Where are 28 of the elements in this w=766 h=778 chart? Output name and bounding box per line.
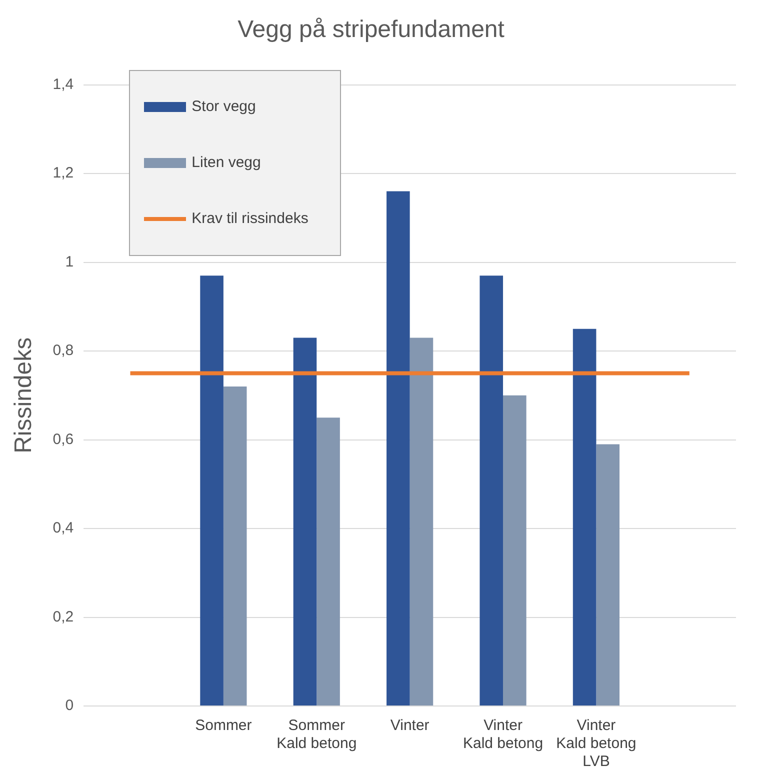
y-tick-label: 1 xyxy=(65,253,74,270)
bar xyxy=(223,386,247,706)
y-tick-label: 1,4 xyxy=(52,76,74,93)
y-tick-label: 0,4 xyxy=(52,520,74,537)
x-tick-label: Vinter xyxy=(390,717,430,734)
bar xyxy=(316,418,340,706)
bar xyxy=(572,328,596,706)
x-tick-label: Sommer xyxy=(195,717,252,734)
y-tick-label: 0,2 xyxy=(52,608,74,626)
legend-label: Liten vegg xyxy=(192,154,261,172)
legend-label: Krav til rissindeks xyxy=(192,210,308,228)
y-tick-label: 0 xyxy=(65,697,74,714)
bar xyxy=(293,338,317,706)
bar xyxy=(410,338,434,706)
x-tick-label: Vinter Kald betong xyxy=(462,717,544,752)
y-tick-label: 1,2 xyxy=(52,164,74,182)
bar xyxy=(480,276,504,706)
y-axis-title: Rissindeks xyxy=(10,337,38,454)
x-tick-label: Sommer Kald betong xyxy=(276,717,357,752)
chart-title: Vegg på stripefundament xyxy=(238,16,505,44)
bar xyxy=(386,191,410,706)
y-tick-label: 0,6 xyxy=(52,430,74,448)
legend-label: Stor vegg xyxy=(192,98,256,116)
bar xyxy=(503,395,526,706)
bar xyxy=(596,444,620,706)
x-tick-label: Vinter Kald betong LVB xyxy=(556,717,636,770)
y-tick-label: 0,8 xyxy=(52,342,74,360)
bar xyxy=(200,276,224,706)
